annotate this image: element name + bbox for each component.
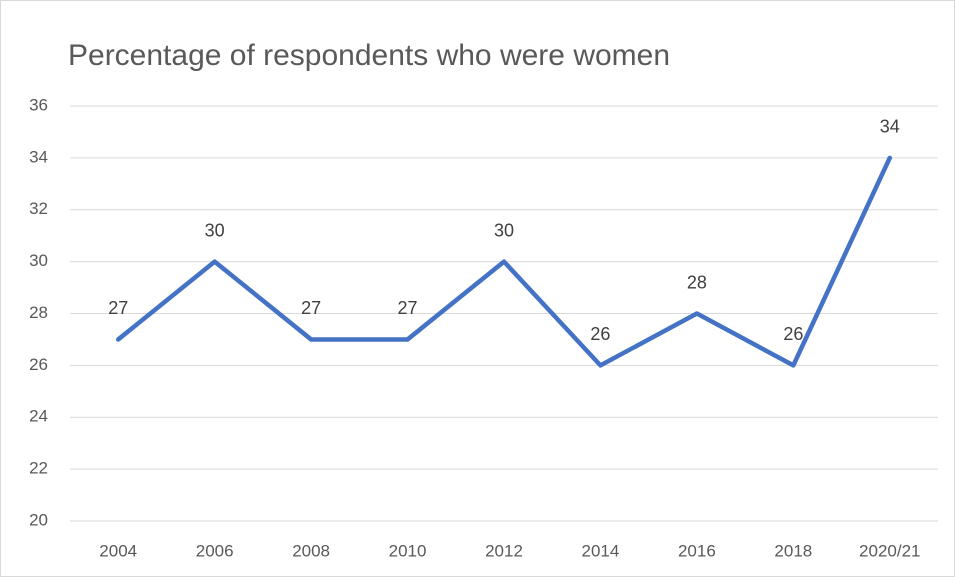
data-label: 27 [398, 298, 418, 318]
y-tick-label: 30 [29, 251, 48, 270]
x-tick-label: 2010 [389, 541, 427, 560]
data-label: 26 [590, 324, 610, 344]
y-tick-label: 28 [29, 303, 48, 322]
data-label: 27 [108, 298, 128, 318]
line-series [115, 155, 893, 368]
y-tick-label: 36 [29, 95, 48, 114]
data-label: 34 [880, 117, 900, 137]
y-tick-label: 24 [29, 407, 48, 426]
x-tick-label: 2016 [678, 541, 716, 560]
data-label: 27 [301, 298, 321, 318]
x-tick-label: 2014 [582, 541, 620, 560]
y-tick-label: 32 [29, 199, 48, 218]
x-tick-label: 2020/21 [859, 541, 920, 560]
x-tick-label: 2012 [485, 541, 523, 560]
data-label: 26 [783, 324, 803, 344]
data-label: 28 [687, 272, 707, 292]
chart-title: Percentage of respondents who were women [68, 39, 670, 72]
x-tick-label: 2006 [196, 541, 234, 560]
x-tick-label: 2004 [99, 541, 137, 560]
data-label: 30 [494, 220, 514, 240]
x-tick-label: 2018 [774, 541, 812, 560]
y-tick-label: 26 [29, 355, 48, 374]
data-label: 30 [205, 220, 225, 240]
x-tick-label: 2008 [292, 541, 330, 560]
y-tick-label: 20 [29, 510, 48, 529]
y-tick-label: 34 [29, 147, 48, 166]
y-tick-label: 22 [29, 459, 48, 478]
